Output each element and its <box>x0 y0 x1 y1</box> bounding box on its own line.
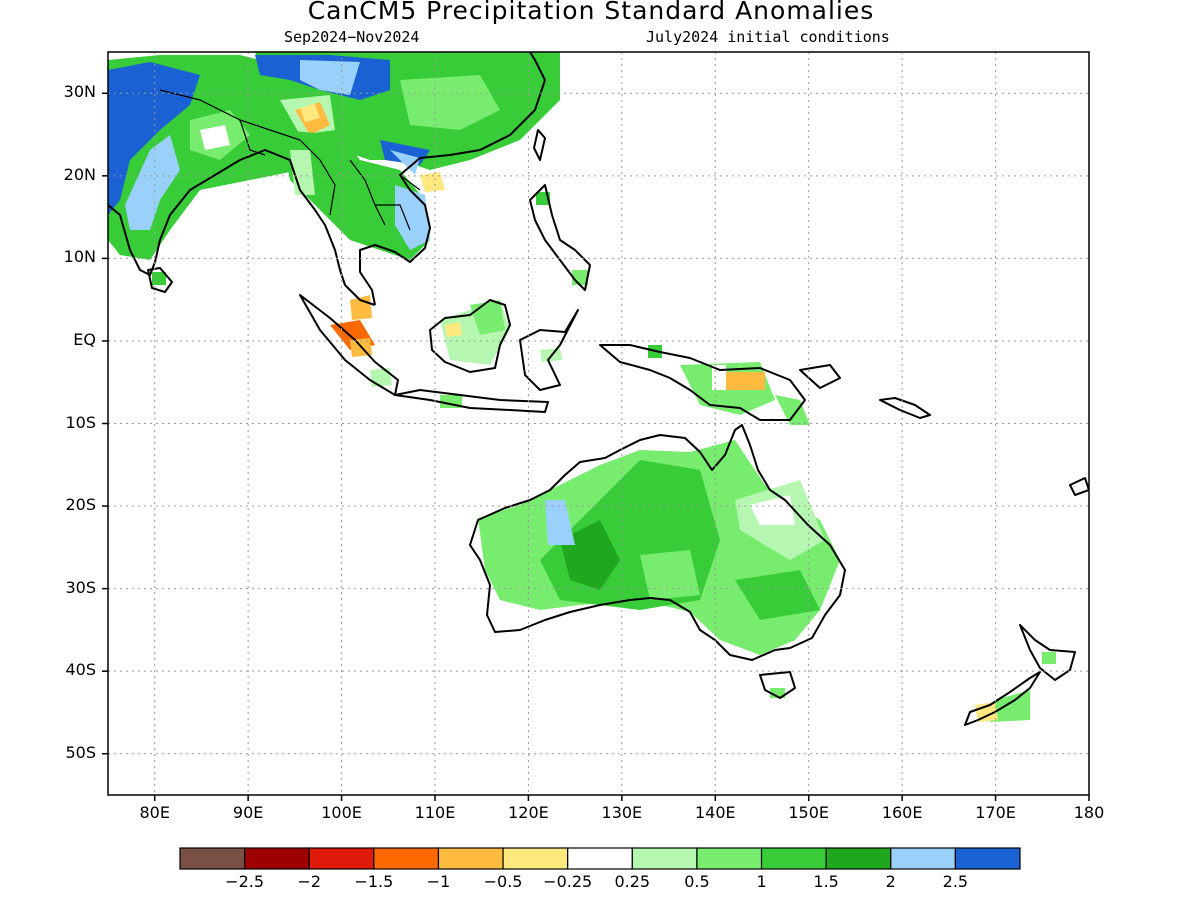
lat-label: 30N <box>63 82 96 102</box>
colorbar-swatch <box>373 847 440 870</box>
lon-label: 80E <box>139 803 170 822</box>
initial-conditions-subtitle: July2024 initial conditions <box>646 28 890 46</box>
lon-label: 90E <box>232 803 264 822</box>
lon-label: 140E <box>694 803 736 822</box>
lon-label: 130E <box>601 803 643 822</box>
lat-label: 20N <box>63 164 96 184</box>
australia-anomaly-fill <box>478 440 840 698</box>
colorbar-swatch <box>890 847 956 870</box>
colorbar-swatch <box>631 847 698 870</box>
lat-label: 40S <box>65 660 96 680</box>
colorbar-label: 2.5 <box>942 872 969 891</box>
colorbar-label: 2 <box>885 872 896 891</box>
lon-label: 150E <box>788 803 830 822</box>
graticule <box>108 52 1089 795</box>
new-zealand-anomaly-fill <box>975 652 1056 722</box>
lon-label: 120E <box>508 803 549 822</box>
axis-ticks <box>102 92 1090 801</box>
colorbar-swatch <box>760 847 827 870</box>
colorbar-swatch <box>437 847 504 870</box>
lat-label: EQ <box>73 329 96 349</box>
colorbar-swatch <box>308 847 375 870</box>
colorbar-label: −2 <box>297 872 322 891</box>
colorbar-label: −0.5 <box>483 872 523 891</box>
lon-label: 160E <box>881 803 923 822</box>
lon-label: 170E <box>975 803 1016 822</box>
colorbar-swatch <box>696 847 763 870</box>
lat-label: 10S <box>65 412 96 432</box>
coastlines <box>108 52 1089 726</box>
lat-label: 30S <box>65 577 96 597</box>
colorbar-swatch <box>502 847 569 870</box>
colorbar-label: −2.5 <box>225 872 265 891</box>
colorbar-swatch <box>954 847 1021 870</box>
south-asia-anomaly-fill <box>108 55 330 260</box>
country-borders <box>159 89 421 231</box>
colorbar-label: −1.5 <box>354 872 394 891</box>
colorbar-swatch <box>179 847 246 870</box>
colorbar-label: −1 <box>426 872 451 891</box>
colorbar-label: −0.25 <box>543 872 593 891</box>
lon-label: 100E <box>321 803 362 822</box>
colorbar-label: 1 <box>756 872 767 891</box>
lat-label: 10N <box>63 247 96 267</box>
map-title: CanCM5 Precipitation Standard Anomalies <box>307 0 875 25</box>
lat-label: 50S <box>65 742 96 762</box>
colorbar-swatch <box>825 847 892 870</box>
colorbar <box>179 847 1021 870</box>
lat-label: 20S <box>65 495 96 515</box>
colorbar-label: 0.5 <box>684 872 710 891</box>
lon-label: 180 <box>1073 803 1105 822</box>
colorbar-label: 1.5 <box>813 872 839 891</box>
lon-label: 110E <box>414 803 456 822</box>
colorbar-swatch <box>244 847 310 870</box>
colorbar-label: 0.25 <box>614 872 651 891</box>
colorbar-swatch <box>567 847 633 870</box>
season-subtitle: Sep2024−Nov2024 <box>284 28 420 46</box>
